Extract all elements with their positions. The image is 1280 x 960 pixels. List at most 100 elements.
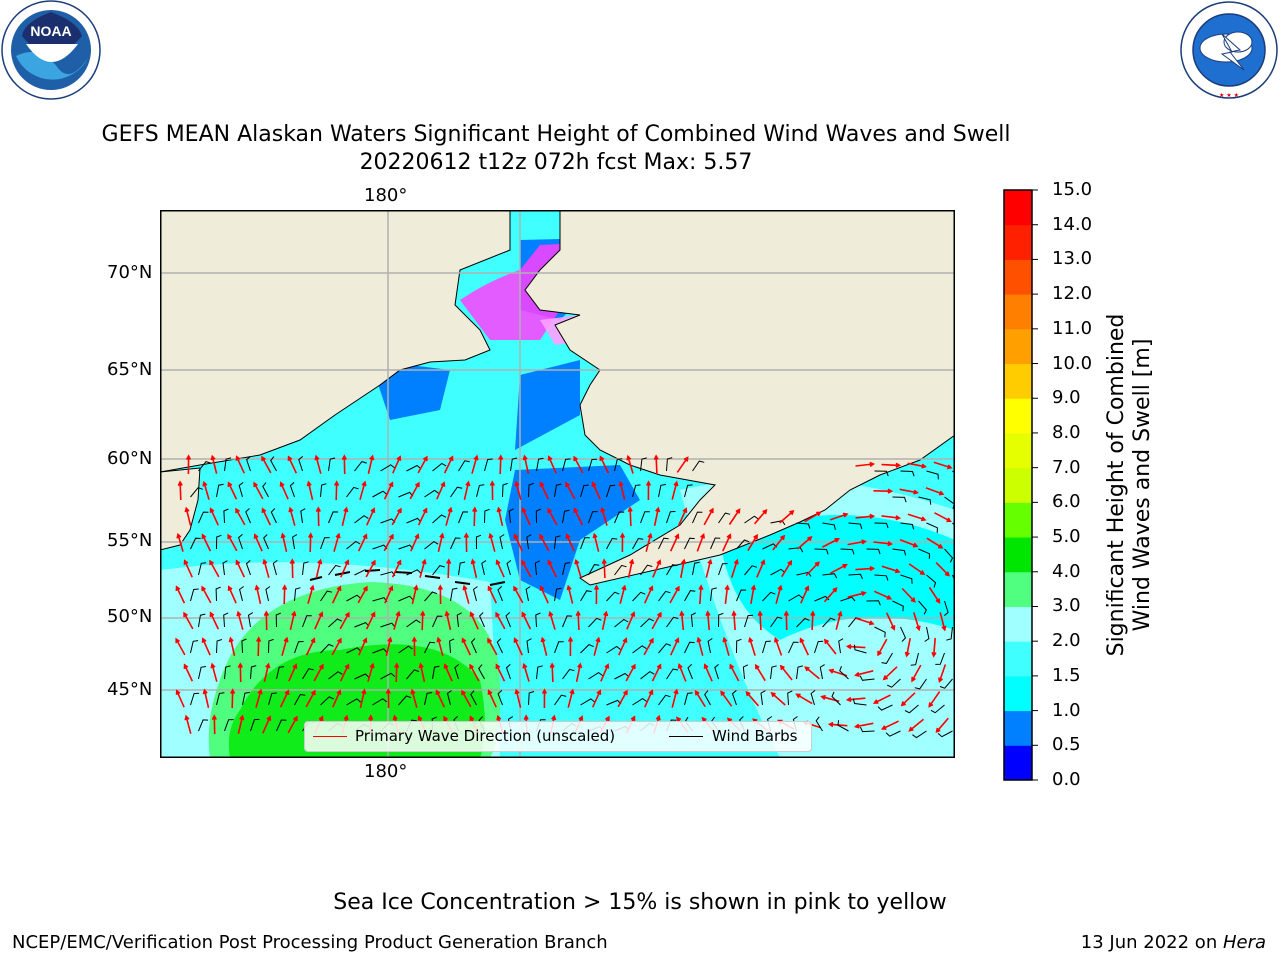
wave-arrow — [573, 455, 584, 474]
colorbar-bin-6 — [1004, 537, 1032, 573]
wave-arrow — [900, 692, 916, 707]
colorbar-bin-8 — [1004, 467, 1032, 503]
wave-arrow — [671, 688, 679, 708]
wave-arrow — [254, 584, 262, 604]
wave-arrow — [256, 636, 262, 657]
wave-arrow — [925, 487, 945, 496]
wind-barb — [731, 690, 737, 706]
wind-barb — [840, 596, 856, 602]
wind-barb — [458, 460, 470, 472]
wave-arrow — [770, 691, 786, 706]
wind-barb — [320, 590, 333, 602]
wave-arrow — [772, 534, 786, 551]
wave-arrow — [804, 666, 820, 680]
wind-barb — [223, 612, 229, 628]
wave-arrow — [566, 584, 574, 604]
wave-arrow — [521, 507, 531, 526]
lat-label-60: 60°N — [107, 448, 153, 469]
wave-arrow — [341, 454, 347, 475]
wave-arrow — [567, 688, 575, 708]
wind-barb — [762, 640, 771, 654]
wind-barb — [302, 615, 312, 628]
wind-barb — [432, 665, 440, 680]
wind-barb — [270, 508, 277, 524]
wind-barb — [744, 614, 754, 628]
wave-arrow — [847, 591, 867, 598]
wind-barb — [838, 638, 844, 654]
wind-barb — [944, 548, 954, 563]
wind-barb — [606, 537, 618, 550]
wave-arrow — [627, 506, 633, 527]
wave-arrow — [781, 559, 793, 578]
wind-barb — [424, 641, 435, 654]
wave-arrow — [678, 507, 688, 526]
noaa-logo-text: NOAA — [30, 23, 71, 39]
wave-arrow — [253, 533, 263, 552]
wind-barb — [216, 692, 225, 706]
wave-arrow — [938, 664, 947, 684]
wave-arrow — [513, 585, 524, 604]
wave-arrow — [565, 533, 575, 552]
wave-arrow — [332, 689, 342, 708]
wave-arrow — [263, 662, 271, 682]
wind-barb — [450, 537, 461, 550]
wind-barb — [580, 537, 590, 550]
wind-barb — [885, 730, 901, 737]
wave-arrow — [855, 617, 875, 626]
wind-barb — [606, 645, 621, 654]
wave-arrow — [877, 638, 888, 657]
wave-arrow — [469, 611, 479, 630]
wave-arrow — [645, 532, 653, 552]
wind-barb — [446, 690, 452, 706]
wind-barb — [424, 540, 439, 550]
colorbar-tick-label-9: 7.0 — [1052, 456, 1081, 478]
wind-barb — [926, 574, 937, 588]
wind-barb — [484, 458, 493, 472]
wind-barb — [606, 484, 616, 498]
wind-barb — [406, 669, 420, 680]
wave-arrow — [409, 481, 420, 500]
wind-barb — [640, 564, 653, 576]
wind-barb — [238, 482, 244, 498]
wave-arrow — [810, 610, 816, 631]
wave-arrow — [366, 507, 376, 526]
wave-arrow — [750, 584, 757, 605]
wind-barb — [640, 670, 655, 680]
footer-credit: NCEP/EMC/Verification Post Processing Pr… — [12, 932, 608, 953]
wave-arrow — [419, 558, 427, 578]
wave-arrow — [619, 532, 626, 553]
wind-barb — [449, 638, 455, 654]
wind-barb — [294, 641, 304, 654]
colorbar-tick-label-10: 8.0 — [1052, 421, 1081, 443]
wind-barb — [372, 698, 387, 706]
wind-barb — [328, 564, 341, 576]
wave-arrow — [931, 637, 937, 658]
wind-barb — [666, 457, 673, 472]
wave-arrow — [939, 612, 947, 632]
wave-arrow — [410, 688, 418, 708]
wave-arrow — [211, 714, 217, 735]
wind-barb — [190, 487, 203, 498]
wind-barb — [718, 512, 731, 524]
wave-arrow — [209, 507, 219, 526]
wave-arrow — [873, 541, 894, 547]
colorbar-tick-label-14: 12.0 — [1052, 283, 1093, 305]
wave-arrow — [845, 643, 866, 650]
wind-barb — [289, 482, 295, 498]
wind-barb — [837, 720, 849, 732]
wind-barb — [658, 694, 671, 706]
wave-arrow — [830, 564, 848, 574]
wind-barb — [497, 586, 503, 602]
wave-arrow — [698, 584, 704, 605]
wave-arrow — [488, 532, 496, 552]
wave-arrow — [881, 515, 902, 521]
wind-barb — [562, 562, 571, 576]
wave-arrow — [367, 662, 375, 682]
wave-arrow — [463, 532, 469, 553]
wind-barb — [272, 560, 278, 576]
wind-barb — [238, 534, 243, 550]
wind-barb — [939, 678, 953, 689]
wind-barb — [770, 616, 783, 628]
wave-arrow — [593, 584, 600, 605]
wind-barb — [505, 664, 511, 680]
